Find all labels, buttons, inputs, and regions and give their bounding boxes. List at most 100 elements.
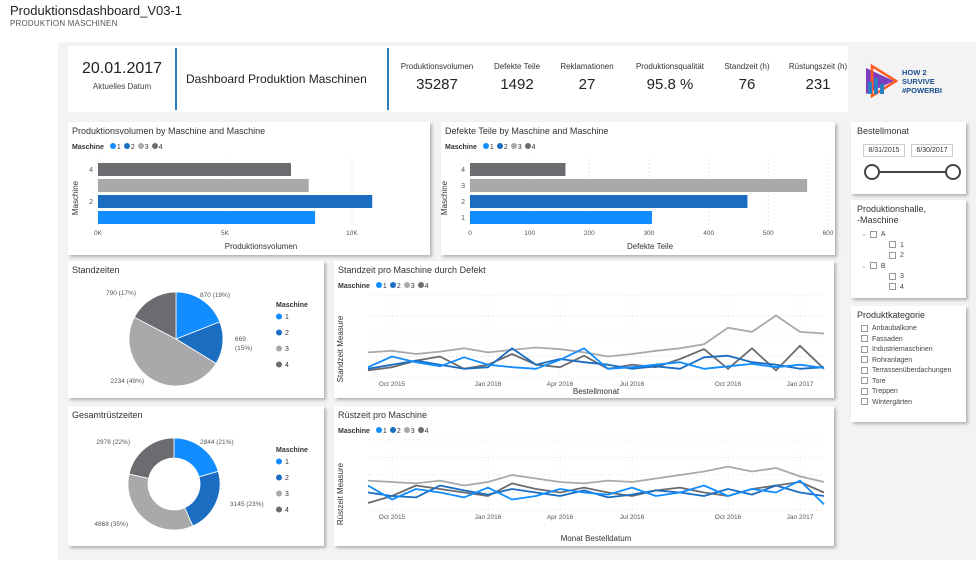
legend-item: 1 — [285, 459, 289, 466]
bar-maschine-1 — [98, 211, 316, 224]
start-date-input[interactable]: 8/31/2015 — [863, 144, 905, 157]
slicer-produktionshalle: Produktionshalle, -Maschine ⌄ A 1 2 ⌄ B 3 … — [851, 200, 966, 298]
checkbox — [861, 366, 868, 374]
kpi-produktionsqualitaet: Produktionsqualität 95.8 % — [626, 62, 714, 93]
dashboard-title: Dashboard Produktion Maschinen — [186, 72, 367, 86]
legend-item: 2 — [285, 475, 289, 482]
card-title: Standzeit pro Maschine durch Defekt — [338, 265, 486, 275]
slice-label: 3145 (23%) — [230, 501, 264, 508]
x-tick-label: Oct 2016 — [715, 514, 742, 521]
legend-item: 4 — [285, 362, 289, 369]
checkbox — [889, 283, 896, 291]
legend-label: Maschine — [72, 143, 104, 151]
legend-dot — [276, 345, 282, 352]
x-tick-label: Jan 2016 — [475, 514, 502, 521]
slice-label: 2844 (21%) — [200, 439, 234, 446]
legend-item: 1 — [285, 314, 289, 321]
kpi-label: Produktionsvolumen — [400, 62, 474, 71]
slicer-item-2[interactable]: 2 — [861, 251, 904, 262]
hierarchy-list: ⌄ A 1 2 ⌄ B 3 4 — [861, 230, 904, 293]
date-range-track — [873, 171, 955, 173]
legend-item-3: 3 — [403, 282, 415, 290]
x-axis-title: Bestellmonat — [573, 387, 620, 396]
category-item[interactable]: Industriemaschinen — [861, 345, 951, 356]
category-item[interactable]: Tore — [861, 377, 951, 388]
current-date-label: Aktuelles Datum — [92, 82, 152, 91]
header-divider-2 — [387, 48, 389, 110]
card-title: Rüstzeit pro Maschine — [338, 410, 428, 420]
x-tick-label: 400 — [703, 230, 714, 237]
kpi-value: 35287 — [416, 76, 458, 93]
report-title: Produktionsdashboard_V03-1 — [10, 3, 183, 18]
kpi-standzeit: Standzeit (h) 76 — [716, 62, 778, 93]
legend-dot — [276, 506, 282, 513]
series-line-maschine-1 — [367, 479, 825, 506]
y-tick-label: 3 — [461, 183, 465, 190]
bar-chart-defekte-teile: 0 100 200 300 400 500 600 4 3 2 1 Defekte Teile M… — [441, 159, 834, 251]
x-axis-title: Monat Bestelldatum — [561, 534, 632, 543]
category-item[interactable]: Rohranlagen — [861, 356, 951, 367]
card-ruestzeit: Rüstzeit pro Maschine Maschine 1 2 3 4 O… — [334, 406, 834, 546]
slice-label: 870 (19%) — [200, 292, 230, 299]
checkbox — [861, 335, 868, 343]
x-tick-label: Jan 2017 — [787, 381, 814, 388]
x-tick-label: Jul 2016 — [620, 381, 645, 388]
range-handle-end[interactable] — [945, 164, 961, 180]
category-item[interactable]: Anbaubalkone — [861, 324, 951, 335]
category-item[interactable]: Fassaden — [861, 335, 951, 346]
legend-item-1: 1 — [375, 427, 387, 435]
legend-label: Maschine — [338, 282, 370, 290]
slicer-group-b[interactable]: ⌄ B — [861, 262, 886, 270]
x-axis-title: Defekte Teile — [627, 242, 674, 251]
legend-item: 3 — [285, 346, 289, 353]
line-chart-standzeit: Oct 2015 Jan 2016 Apr 2016 Jul 2016 Oct 2016… — [336, 294, 825, 396]
end-date-input[interactable]: 6/30/2017 — [911, 144, 953, 157]
x-axis-title: Produktionsvolumen — [225, 242, 297, 251]
legend-item-3: 3 — [510, 143, 522, 151]
x-tick-label: 200 — [584, 230, 595, 237]
legend-item-3: 3 — [137, 143, 149, 151]
legend-dot — [276, 458, 282, 465]
x-tick-label: 0 — [468, 230, 472, 237]
powerbi-logo: HOW 2 SURVIVE #POWERBI — [862, 62, 952, 102]
kpi-label: Standzeit (h) — [724, 62, 770, 71]
y-tick-label: 1 — [461, 215, 465, 222]
legend-item-2: 2 — [389, 282, 401, 290]
category-item[interactable]: Treppen — [861, 387, 951, 398]
card-produktionsvolumen: Produktionsvolumen by Maschine and Masch… — [68, 122, 430, 255]
category-item[interactable]: Wintergärten — [861, 398, 951, 409]
category-item[interactable]: Terrassenüberdachungen — [861, 366, 951, 377]
x-tick-label: 100 — [524, 230, 535, 237]
x-tick-label: 10K — [346, 230, 358, 237]
legend-item-2: 2 — [496, 143, 508, 151]
x-tick-label: Jul 2016 — [620, 514, 645, 521]
legend-label: Maschine — [445, 143, 477, 151]
kpi-value: 27 — [578, 76, 596, 93]
card-title: Standzeiten — [72, 265, 120, 275]
legend-item-1: 1 — [109, 143, 121, 151]
slicer-group-a[interactable]: ⌄ A — [861, 230, 886, 238]
card-title: Defekte Teile by Maschine and Maschine — [445, 126, 609, 136]
collapse-chevron-icon: ⌄ — [861, 262, 867, 270]
slicer-item-3[interactable]: 3 — [861, 272, 904, 283]
slicer-item-1[interactable]: 1 — [861, 241, 904, 252]
slice-label: 2978 (22%) — [96, 439, 130, 446]
checkbox — [869, 230, 877, 238]
chart-legend: Maschine 1 2 3 4 — [72, 143, 163, 151]
slicer-item-4[interactable]: 4 — [861, 283, 904, 294]
slice-maschine-3 — [128, 316, 217, 387]
bar-maschine-3 — [98, 179, 309, 192]
range-handle-start[interactable] — [864, 164, 880, 180]
bar-chart-produktionsvolumen: 0K 5K 10K 4 2 Produktionsvolumen Maschine — [71, 159, 373, 251]
card-title: Gesamtrüstzeiten — [72, 410, 143, 420]
legend-item-4: 4 — [524, 143, 536, 151]
bar-maschine-1 — [470, 211, 652, 224]
y-tick-label: 4 — [461, 167, 465, 174]
checkbox — [861, 345, 868, 353]
legend-label: Maschine — [338, 427, 370, 435]
legend-dot — [276, 329, 282, 336]
slice-maschine-1 — [175, 291, 221, 340]
x-tick-label: 600 — [823, 230, 834, 237]
slicer-title: Produktkategorie — [857, 310, 926, 320]
checkbox — [861, 324, 868, 332]
